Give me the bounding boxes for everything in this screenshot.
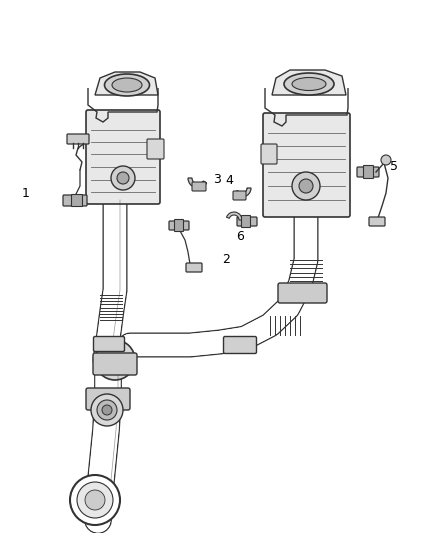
FancyBboxPatch shape: [192, 182, 206, 191]
FancyBboxPatch shape: [241, 215, 251, 228]
Circle shape: [70, 475, 120, 525]
Circle shape: [97, 400, 117, 420]
Circle shape: [292, 172, 320, 200]
FancyBboxPatch shape: [147, 139, 164, 159]
Text: 2: 2: [222, 253, 230, 266]
Circle shape: [77, 482, 113, 518]
Wedge shape: [226, 212, 242, 220]
FancyBboxPatch shape: [263, 113, 350, 217]
FancyBboxPatch shape: [169, 221, 189, 230]
Polygon shape: [95, 72, 158, 95]
Circle shape: [299, 179, 313, 193]
Circle shape: [381, 155, 391, 165]
FancyBboxPatch shape: [71, 195, 82, 206]
FancyBboxPatch shape: [186, 263, 202, 272]
FancyBboxPatch shape: [278, 283, 327, 303]
Text: 5: 5: [390, 160, 398, 173]
Ellipse shape: [112, 78, 142, 92]
FancyBboxPatch shape: [364, 166, 374, 179]
Circle shape: [111, 166, 135, 190]
Circle shape: [117, 172, 129, 184]
FancyBboxPatch shape: [223, 336, 257, 353]
Circle shape: [91, 394, 123, 426]
FancyBboxPatch shape: [63, 195, 87, 206]
FancyBboxPatch shape: [261, 144, 277, 164]
FancyBboxPatch shape: [357, 167, 379, 177]
Circle shape: [95, 340, 135, 380]
Ellipse shape: [284, 73, 334, 95]
FancyBboxPatch shape: [67, 134, 89, 144]
FancyBboxPatch shape: [369, 217, 385, 226]
Wedge shape: [188, 178, 207, 188]
Ellipse shape: [105, 74, 149, 96]
FancyBboxPatch shape: [93, 353, 137, 375]
FancyBboxPatch shape: [237, 217, 257, 226]
Text: 3: 3: [213, 173, 221, 186]
FancyBboxPatch shape: [233, 191, 246, 200]
Ellipse shape: [292, 77, 326, 91]
FancyBboxPatch shape: [93, 336, 124, 351]
FancyBboxPatch shape: [174, 220, 184, 231]
Polygon shape: [272, 70, 346, 95]
Circle shape: [102, 405, 112, 415]
Text: 1: 1: [22, 187, 30, 200]
Circle shape: [85, 490, 105, 510]
Text: 6: 6: [236, 230, 244, 243]
FancyBboxPatch shape: [86, 388, 130, 410]
Text: 4: 4: [225, 174, 233, 187]
Wedge shape: [234, 188, 251, 197]
FancyBboxPatch shape: [86, 110, 160, 204]
